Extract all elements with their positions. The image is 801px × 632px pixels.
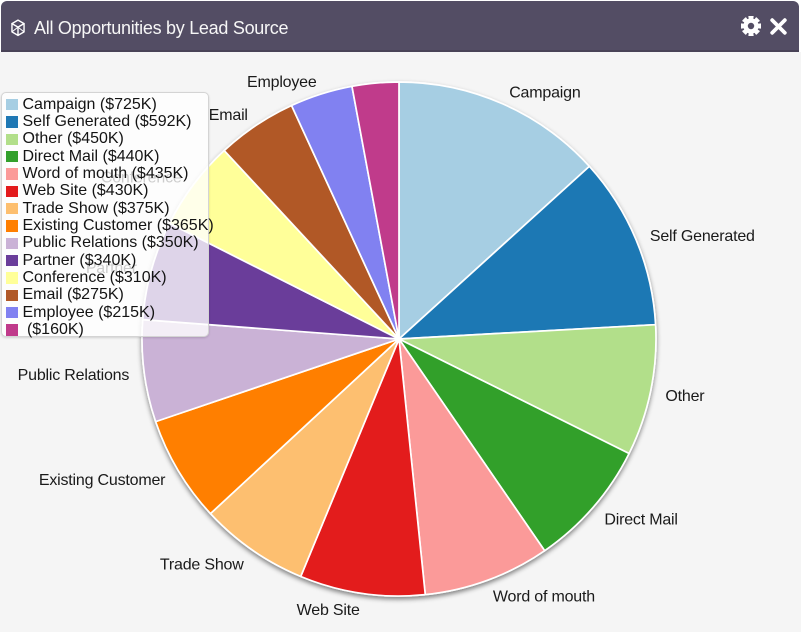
- svg-text:Public Relations: Public Relations: [18, 367, 130, 384]
- svg-text:Word of mouth: Word of mouth: [493, 588, 595, 605]
- svg-text:Other: Other: [665, 388, 705, 405]
- svg-text:Trade Show: Trade Show: [160, 556, 244, 573]
- svg-text:Email: Email: [209, 107, 248, 124]
- svg-text:Employee: Employee: [247, 74, 317, 91]
- svg-text:Direct Mail: Direct Mail: [604, 511, 677, 528]
- svg-text:Campaign: Campaign: [509, 84, 580, 101]
- svg-text:Existing Customer: Existing Customer: [39, 472, 166, 489]
- svg-text:Self Generated: Self Generated: [650, 228, 755, 245]
- svg-text:Web Site: Web Site: [297, 602, 360, 619]
